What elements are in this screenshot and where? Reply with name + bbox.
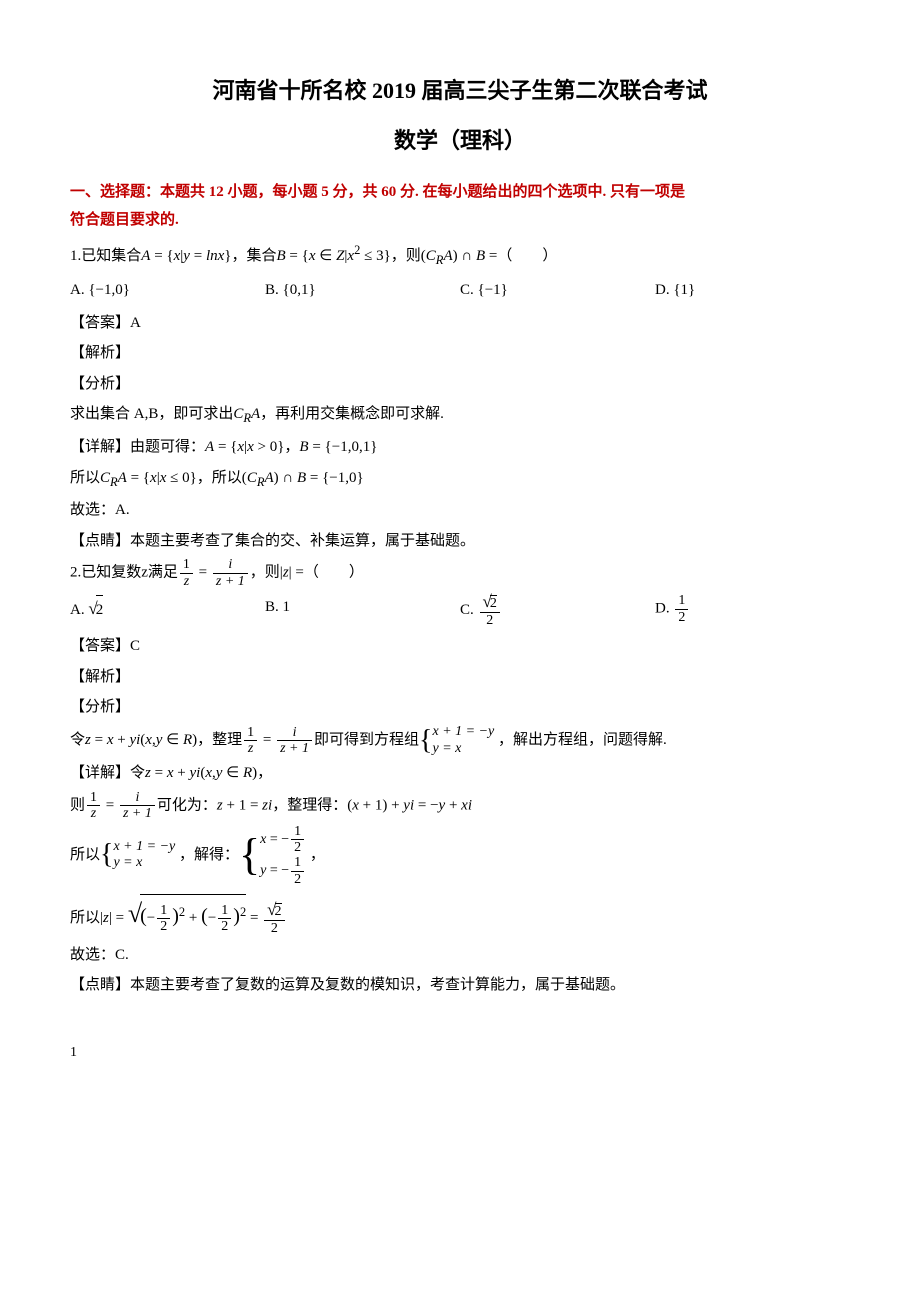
page-number: 1: [70, 1040, 850, 1067]
opt-c-prefix: C.: [460, 602, 478, 618]
frac-num: 1: [675, 593, 688, 609]
case-row: y = x: [113, 855, 175, 872]
frac-num: 1: [291, 824, 304, 840]
answer-label: 【答案】: [70, 638, 130, 654]
q1-fenxi: 【分析】: [70, 370, 850, 399]
q1-dianjing: 【点睛】本题主要考查了集合的交、补集运算，属于基础题。: [70, 527, 850, 556]
frac-den: 2: [675, 610, 688, 625]
q1-detail: 【详解】由题可得：A = {x|x > 0}，B = {−1,0,1}: [70, 433, 850, 462]
detail-label: 【详解】: [70, 439, 130, 455]
section-header: 一、选择题：本题共 12 小题，每小题 5 分，共 60 分. 在每小题给出的四…: [70, 178, 850, 235]
q2-options: A. √2 B. 1 C. √22 D. 12: [70, 593, 850, 628]
q2-stem: 2.已知复数z满足1z = iz + 1，则|z| =（ ）: [70, 557, 850, 589]
frac-den: 2: [291, 840, 304, 855]
dianjing-text: 本题主要考查了复数的运算及复数的模知识，考查计算能力，属于基础题。: [130, 977, 625, 993]
section-header-line2: 符合题目要求的.: [70, 206, 850, 235]
frac-den: 2: [480, 613, 500, 628]
dianjing-label: 【点睛】: [70, 977, 130, 993]
answer-label: 【答案】: [70, 315, 130, 331]
q2-option-c: C. √22: [460, 593, 655, 628]
q1-jiexi: 【解析】: [70, 339, 850, 368]
q2-stem-mid: ，则|z| =（ ）: [250, 565, 364, 581]
q2-conclude: 故选：C.: [70, 941, 850, 970]
q2-detail4: 所以|z| = √ (−12)2 + (−12)2 = √22: [70, 889, 850, 938]
case-row: x + 1 = −y: [432, 724, 494, 741]
q2-option-b: B. 1: [265, 593, 460, 628]
q1-answer: 【答案】A: [70, 309, 850, 338]
q1-stem: 1.已知集合A = {x|y = lnx}，集合B = {x ∈ Z|x2 ≤ …: [70, 239, 850, 273]
analysis-suffix: ，解出方程组，问题得解.: [498, 732, 667, 748]
q2-jiexi: 【解析】: [70, 663, 850, 692]
case-row: y = x: [432, 741, 494, 758]
q1-detail2: 所以CRA = {x|x ≤ 0}，所以(CRA) ∩ B = {−1,0}: [70, 464, 850, 495]
q2-dianjing: 【点睛】本题主要考查了复数的运算及复数的模知识，考查计算能力，属于基础题。: [70, 971, 850, 1000]
frac-num: 1: [291, 855, 304, 871]
exam-title: 河南省十所名校 2019 届高三尖子生第二次联合考试: [70, 70, 850, 112]
frac-num: 1: [180, 557, 193, 573]
frac-den: z + 1: [213, 574, 248, 589]
case-row: x = −12: [260, 824, 306, 856]
opt-a-prefix: A.: [70, 602, 88, 618]
answer-value: C: [130, 638, 140, 654]
frac-den: z: [180, 574, 193, 589]
q1-option-d: D. {1}: [655, 276, 850, 305]
frac-den: 2: [291, 872, 304, 887]
case-row: y = −12: [260, 855, 306, 887]
q2-option-a: A. √2: [70, 593, 265, 628]
q1-options: A. {−1,0} B. {0,1} C. {−1} D. {1}: [70, 276, 850, 305]
answer-value: A: [130, 315, 141, 331]
q1-option-c: C. {−1}: [460, 276, 655, 305]
exam-subtitle: 数学（理科）: [70, 120, 850, 162]
detail-label: 【详解】: [70, 765, 130, 781]
q2-detail3: 所以{x + 1 = −yy = x ，解得：{ x = −12 y = −12…: [70, 824, 850, 888]
q2-analysis: 令z = x + yi(x,y ∈ R)，整理1z = iz + 1即可得到方程…: [70, 724, 850, 758]
q2-fenxi: 【分析】: [70, 693, 850, 722]
opt-d-prefix: D.: [655, 600, 673, 616]
q1-conclude: 故选：A.: [70, 496, 850, 525]
q1-option-b: B. {0,1}: [265, 276, 460, 305]
dianjing-label: 【点睛】: [70, 533, 130, 549]
case-row: x + 1 = −y: [113, 839, 175, 856]
dianjing-text: 本题主要考查了集合的交、补集运算，属于基础题。: [130, 533, 475, 549]
q2-stem-prefix: 2.已知复数z满足: [70, 565, 178, 581]
q1-analysis: 求出集合 A,B，即可求出CRA，再利用交集概念即可求解.: [70, 400, 850, 431]
q2-detail1: 【详解】令z = x + yi(x,y ∈ R)，: [70, 759, 850, 788]
q1-option-a: A. {−1,0}: [70, 276, 265, 305]
q2-answer: 【答案】C: [70, 632, 850, 661]
q2-option-d: D. 12: [655, 593, 850, 628]
section-header-line1: 一、选择题：本题共 12 小题，每小题 5 分，共 60 分. 在每小题给出的四…: [70, 178, 850, 207]
q2-detail2: 则1z = iz + 1可化为：z + 1 = zi，整理得：(x + 1) +…: [70, 790, 850, 822]
frac-num: i: [213, 557, 248, 573]
